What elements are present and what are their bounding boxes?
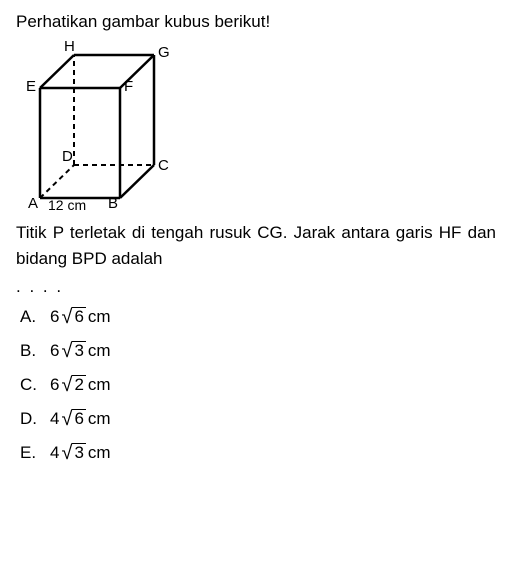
question-intro: Perhatikan gambar kubus berikut! [16,12,496,32]
sqrt-icon: √3 [61,443,85,463]
option-value: 4 √6 cm [50,409,111,429]
option-b: B. 6 √3 cm [20,341,496,361]
vertex-label-b: B [108,195,118,212]
option-unit: cm [88,307,111,327]
sqrt-icon: √6 [61,307,85,327]
option-value: 6 √3 cm [50,341,111,361]
option-letter: B. [20,341,50,361]
edge-label: 12 cm [48,197,86,213]
option-radicand: 3 [72,443,85,463]
option-value: 6 √6 cm [50,307,111,327]
vertex-label-e: E [26,78,36,95]
vertex-label-c: C [158,157,169,174]
option-letter: E. [20,443,50,463]
option-coeff: 6 [50,375,59,395]
question-description: Titik P terletak di tengah rusuk CG. Jar… [16,220,496,271]
option-radicand: 2 [72,375,85,395]
option-c: C. 6 √2 cm [20,375,496,395]
sqrt-icon: √2 [61,375,85,395]
vertex-label-f: F [124,78,133,95]
vertex-label-g: G [158,44,170,61]
option-unit: cm [88,341,111,361]
cube-diagram: A 12 cm B C D E F G H [24,40,194,210]
vertex-label-a: A [28,195,38,212]
sqrt-icon: √3 [61,341,85,361]
blank-dots: . . . . [16,277,496,297]
option-unit: cm [88,443,111,463]
option-unit: cm [88,375,111,395]
option-coeff: 4 [50,409,59,429]
option-value: 6 √2 cm [50,375,111,395]
option-unit: cm [88,409,111,429]
option-coeff: 4 [50,443,59,463]
option-a: A. 6 √6 cm [20,307,496,327]
option-letter: C. [20,375,50,395]
option-letter: A. [20,307,50,327]
options-list: A. 6 √6 cm B. 6 √3 cm C. 6 √2 cm D. 4 √6… [20,307,496,463]
sqrt-icon: √6 [61,409,85,429]
option-e: E. 4 √3 cm [20,443,496,463]
option-radicand: 3 [72,341,85,361]
option-d: D. 4 √6 cm [20,409,496,429]
option-coeff: 6 [50,307,59,327]
option-letter: D. [20,409,50,429]
option-coeff: 6 [50,341,59,361]
vertex-label-d: D [62,148,73,165]
vertex-label-h: H [64,38,75,55]
option-value: 4 √3 cm [50,443,111,463]
option-radicand: 6 [72,409,85,429]
option-radicand: 6 [72,307,85,327]
